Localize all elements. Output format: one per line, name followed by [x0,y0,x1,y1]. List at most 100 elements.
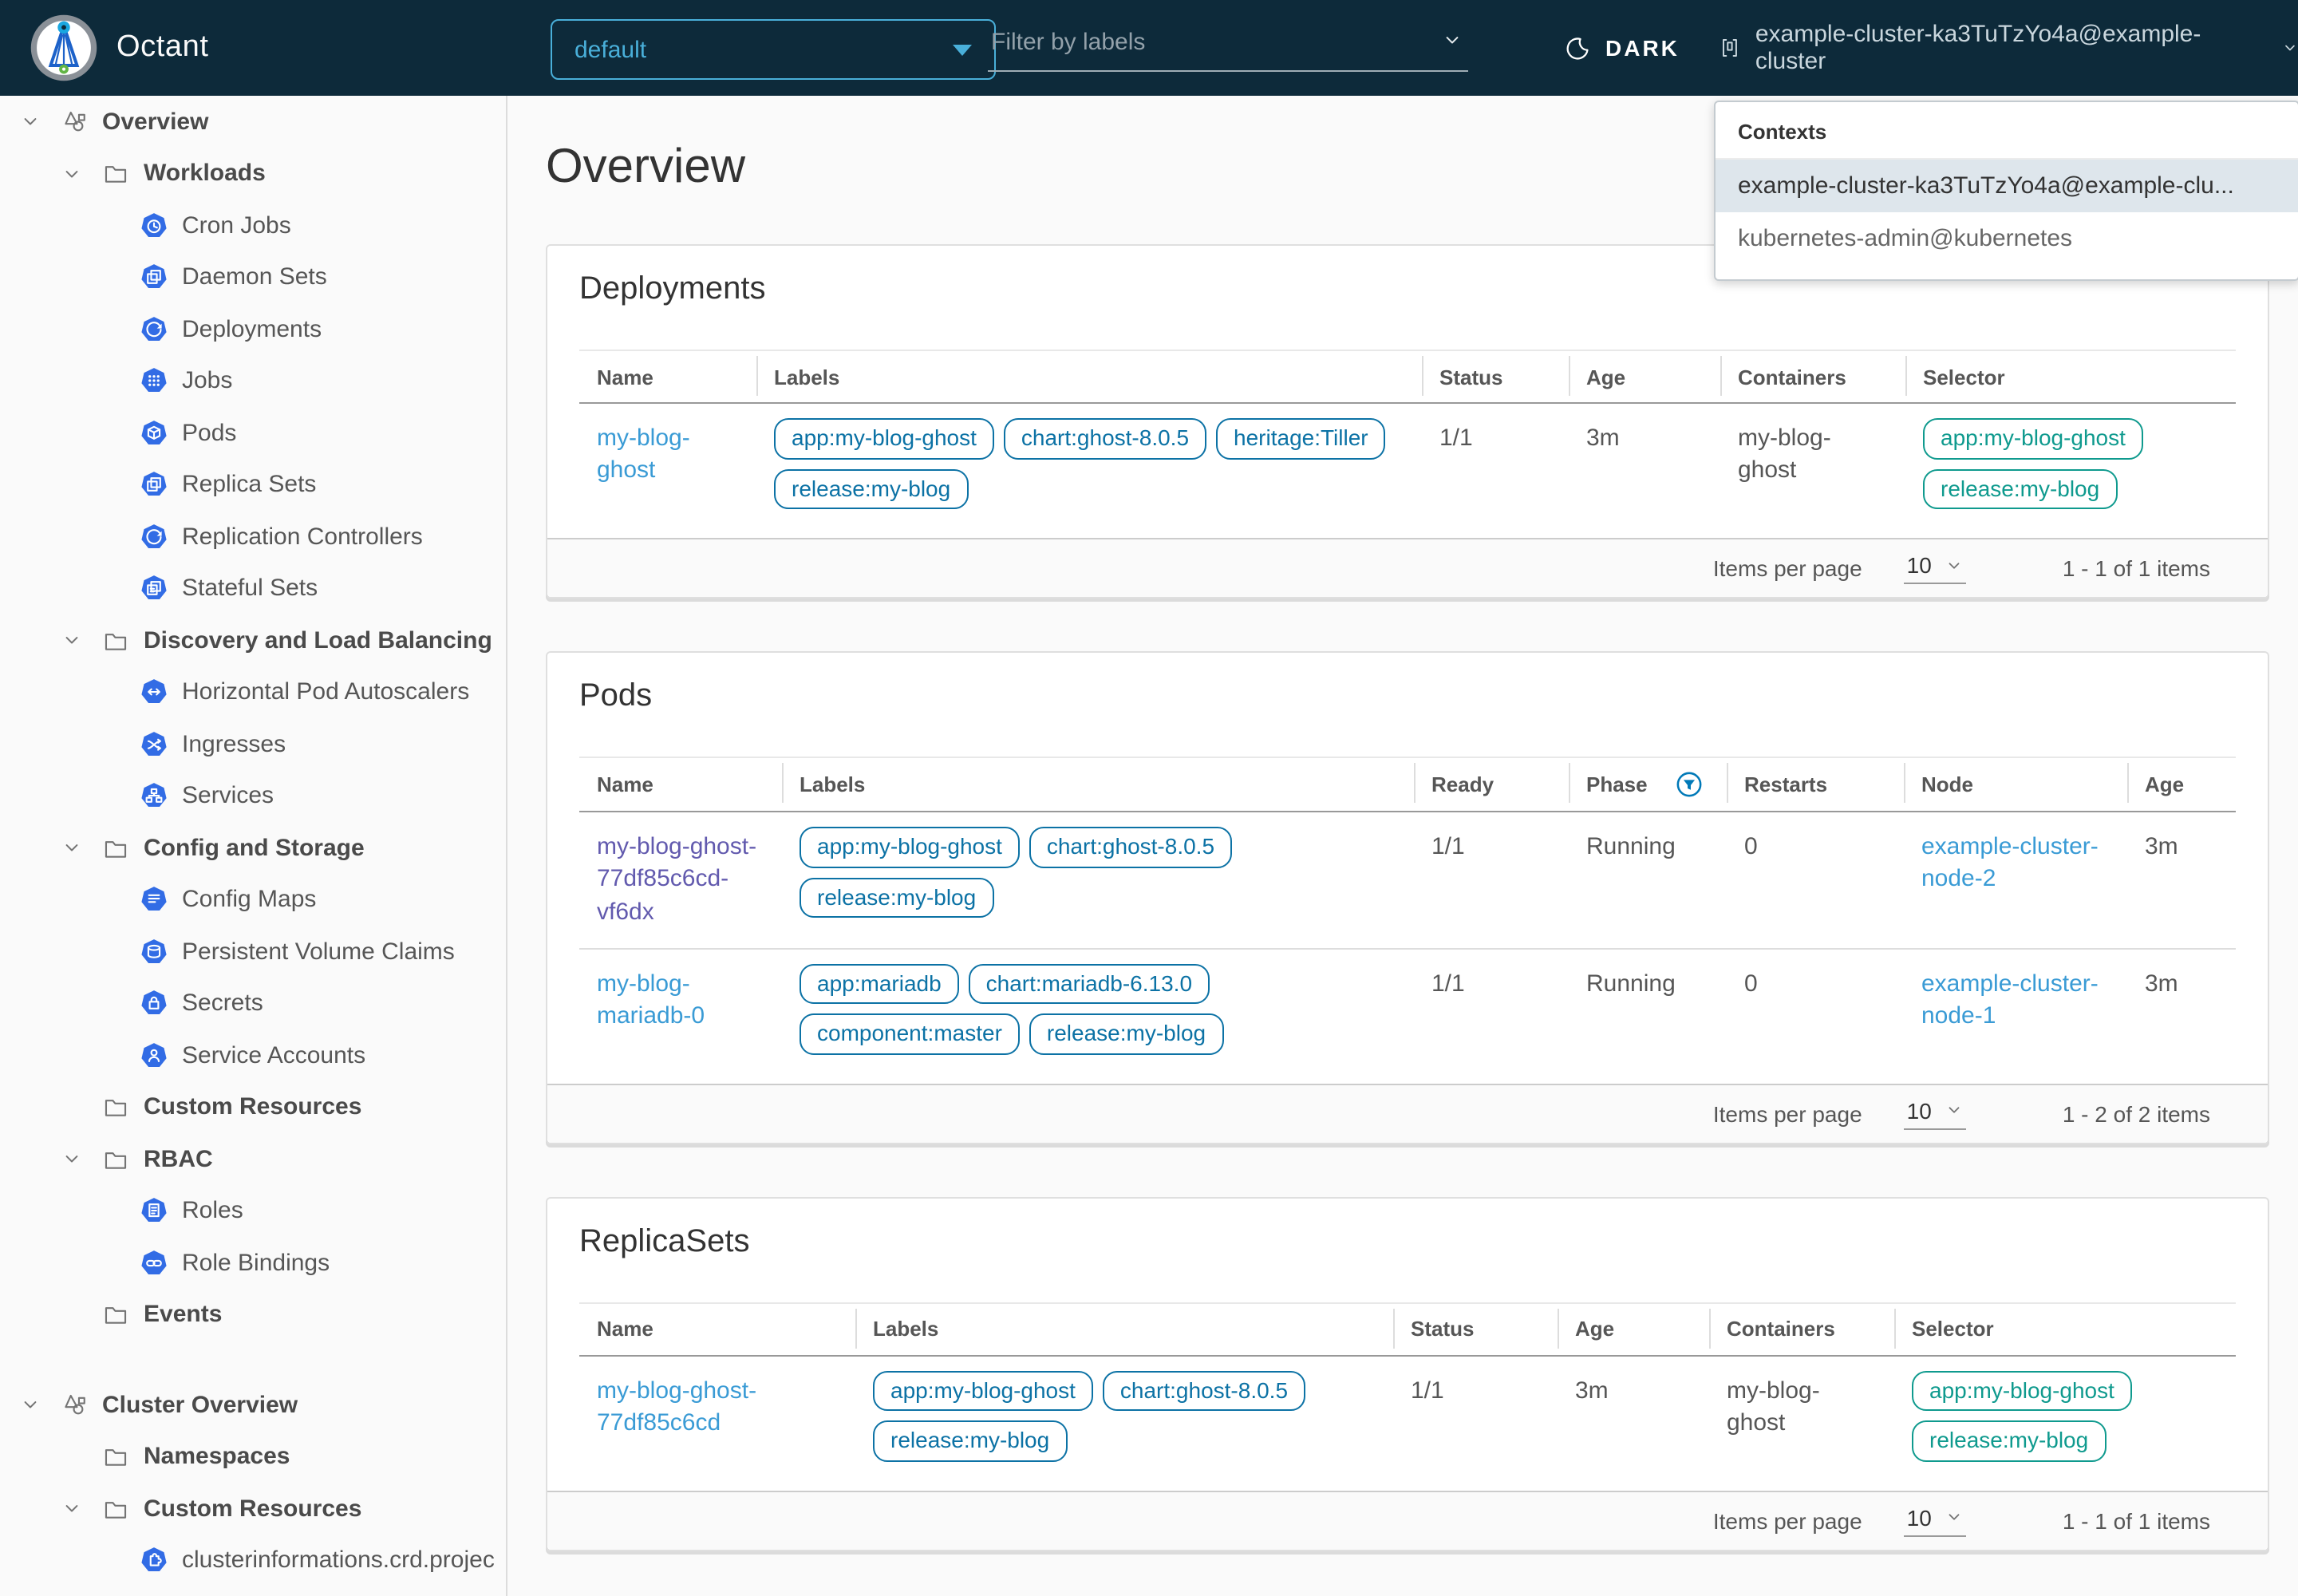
sidebar-item-icon [140,1547,168,1574]
sidebar-item[interactable]: Roles [0,1185,506,1237]
chevron-down-icon[interactable] [99,474,121,496]
chevron-down-icon[interactable] [99,526,121,548]
sidebar-item[interactable]: Cluster Overview [0,1379,506,1431]
context-menu-item[interactable]: example-cluster-ka3TuTzYo4a@example-clu.… [1716,160,2298,212]
sidebar-item[interactable]: Ingresses [0,718,506,770]
sidebar-item[interactable]: Persistent Volume Claims [0,926,506,978]
chevron-down-icon[interactable] [61,163,83,185]
resource-link[interactable]: my-blog-ghost-77df85c6cd [597,1377,756,1437]
sidebar-item[interactable]: Replica Sets [0,459,506,511]
column-header-label: Labels [800,772,865,796]
column-header[interactable]: Age [1558,1304,1709,1355]
sidebar-item[interactable]: Custom Resources [0,1081,506,1133]
chevron-down-icon[interactable] [99,1550,121,1572]
chevron-down-icon[interactable] [99,422,121,444]
column-header[interactable]: Status [1393,1304,1558,1355]
brand[interactable]: Octant [29,13,209,83]
column-header[interactable]: Status [1422,351,1569,402]
chevron-down-icon[interactable] [99,318,121,341]
theme-toggle[interactable]: DARK [1564,0,1680,96]
chevron-down-icon[interactable] [61,1446,83,1468]
chevron-down-icon[interactable] [99,578,121,600]
sidebar-item-icon [140,420,168,447]
sidebar-item[interactable]: Daemon Sets [0,251,506,303]
chevron-down-icon[interactable] [61,630,83,652]
sidebar-item[interactable]: Config and Storage [0,822,506,874]
column-header[interactable]: Selector [1905,351,2236,402]
sidebar-item[interactable]: Replication Controllers [0,511,506,563]
chevron-down-icon[interactable] [99,993,121,1015]
column-header[interactable]: Age [1569,351,1720,402]
chevron-down-icon[interactable] [1441,29,1463,51]
sidebar-item[interactable]: Discovery and Load Balancing [0,614,506,666]
resource-link[interactable]: my-blog-mariadb-0 [597,970,705,1030]
chevron-down-icon[interactable] [99,370,121,393]
column-header[interactable]: Node [1904,758,2127,811]
column-header[interactable]: Labels [756,351,1422,402]
chevron-down-icon[interactable] [99,681,121,704]
column-header[interactable]: Containers [1720,351,1905,402]
column-header[interactable]: Name [579,758,782,811]
chevron-down-icon[interactable] [99,785,121,808]
sidebar-item[interactable]: Secrets [0,978,506,1029]
sidebar-item[interactable]: Custom Resources [0,1483,506,1535]
column-header[interactable]: Labels [782,758,1414,811]
chevron-down-icon[interactable] [61,1498,83,1520]
sidebar-item[interactable]: Horizontal Pod Autoscalers [0,666,506,718]
age-cell: 3m [1558,1357,1709,1491]
node-link[interactable]: example-cluster-node-1 [1921,970,2099,1030]
sidebar-item[interactable]: Cron Jobs [0,200,506,251]
chevron-down-icon[interactable] [99,889,121,911]
column-header[interactable]: Selector [1894,1304,2236,1355]
sidebar-item[interactable]: Stateful Sets [0,563,506,614]
column-header[interactable]: Name [579,351,756,402]
column-header[interactable]: Containers [1709,1304,1894,1355]
chevron-down-icon[interactable] [99,1252,121,1274]
replicasets-table: Name Labels Status [579,1302,2236,1550]
filter-icon[interactable] [1676,771,1704,798]
resource-link[interactable]: my-blog-ghost-77df85c6cd-vf6dx [597,833,756,925]
column-header[interactable]: Labels [855,1304,1393,1355]
restarts-cell: 0 [1727,950,1904,1084]
chevron-down-icon[interactable] [99,1200,121,1223]
chevron-down-icon[interactable] [19,1394,41,1416]
sidebar-item[interactable]: Deployments [0,303,506,355]
chevron-down-icon[interactable] [61,1304,83,1326]
sidebar-item[interactable]: Namespaces [0,1431,506,1483]
sidebar-item[interactable]: Pods [0,407,506,459]
sidebar-item[interactable]: Role Bindings [0,1237,506,1289]
sidebar-item[interactable]: Overview [0,96,506,148]
chevron-down-icon[interactable] [99,941,121,963]
node-link[interactable]: example-cluster-node-2 [1921,833,2099,893]
column-header[interactable]: Name [579,1304,855,1355]
sidebar-item[interactable]: Jobs [0,355,506,407]
sidebar-item[interactable]: Service Accounts [0,1029,506,1081]
chevron-down-icon[interactable] [99,733,121,756]
context-menu-item[interactable]: kubernetes-admin@kubernetes [1716,212,2298,265]
items-per-page-select[interactable]: 10 [1904,1098,1967,1130]
label-filter-input[interactable] [988,22,1468,72]
namespace-select[interactable]: default [551,19,996,80]
sidebar-item[interactable]: Workloads [0,148,506,200]
chevron-down-icon[interactable] [99,1045,121,1067]
items-per-page-select[interactable]: 10 [1904,1505,1967,1537]
column-header[interactable]: Ready [1414,758,1569,811]
column-header[interactable]: Phase [1569,758,1727,811]
chevron-down-icon[interactable] [61,837,83,859]
chevron-down-icon[interactable] [99,215,121,237]
items-per-page-select[interactable]: 10 [1904,552,1967,584]
sidebar-item[interactable]: Events [0,1289,506,1341]
sidebar-item[interactable]: RBAC [0,1133,506,1185]
resource-link[interactable]: my-blog-ghost [597,425,690,484]
chevron-down-icon[interactable] [19,111,41,133]
sidebar-item[interactable]: csidrivers.csi.storage.k8s.io [0,1586,506,1596]
chevron-down-icon[interactable] [99,267,121,289]
context-selector[interactable]: example-cluster-ka3TuTzYo4a@example-clus… [1717,0,2298,96]
chevron-down-icon[interactable] [61,1148,83,1171]
sidebar-item[interactable]: Config Maps [0,874,506,926]
sidebar-item[interactable]: clusterinformations.crd.projec [0,1535,506,1586]
chevron-down-icon[interactable] [61,1096,83,1119]
column-header[interactable]: Age [2127,758,2236,811]
sidebar-item[interactable]: Services [0,770,506,822]
column-header[interactable]: Restarts [1727,758,1904,811]
